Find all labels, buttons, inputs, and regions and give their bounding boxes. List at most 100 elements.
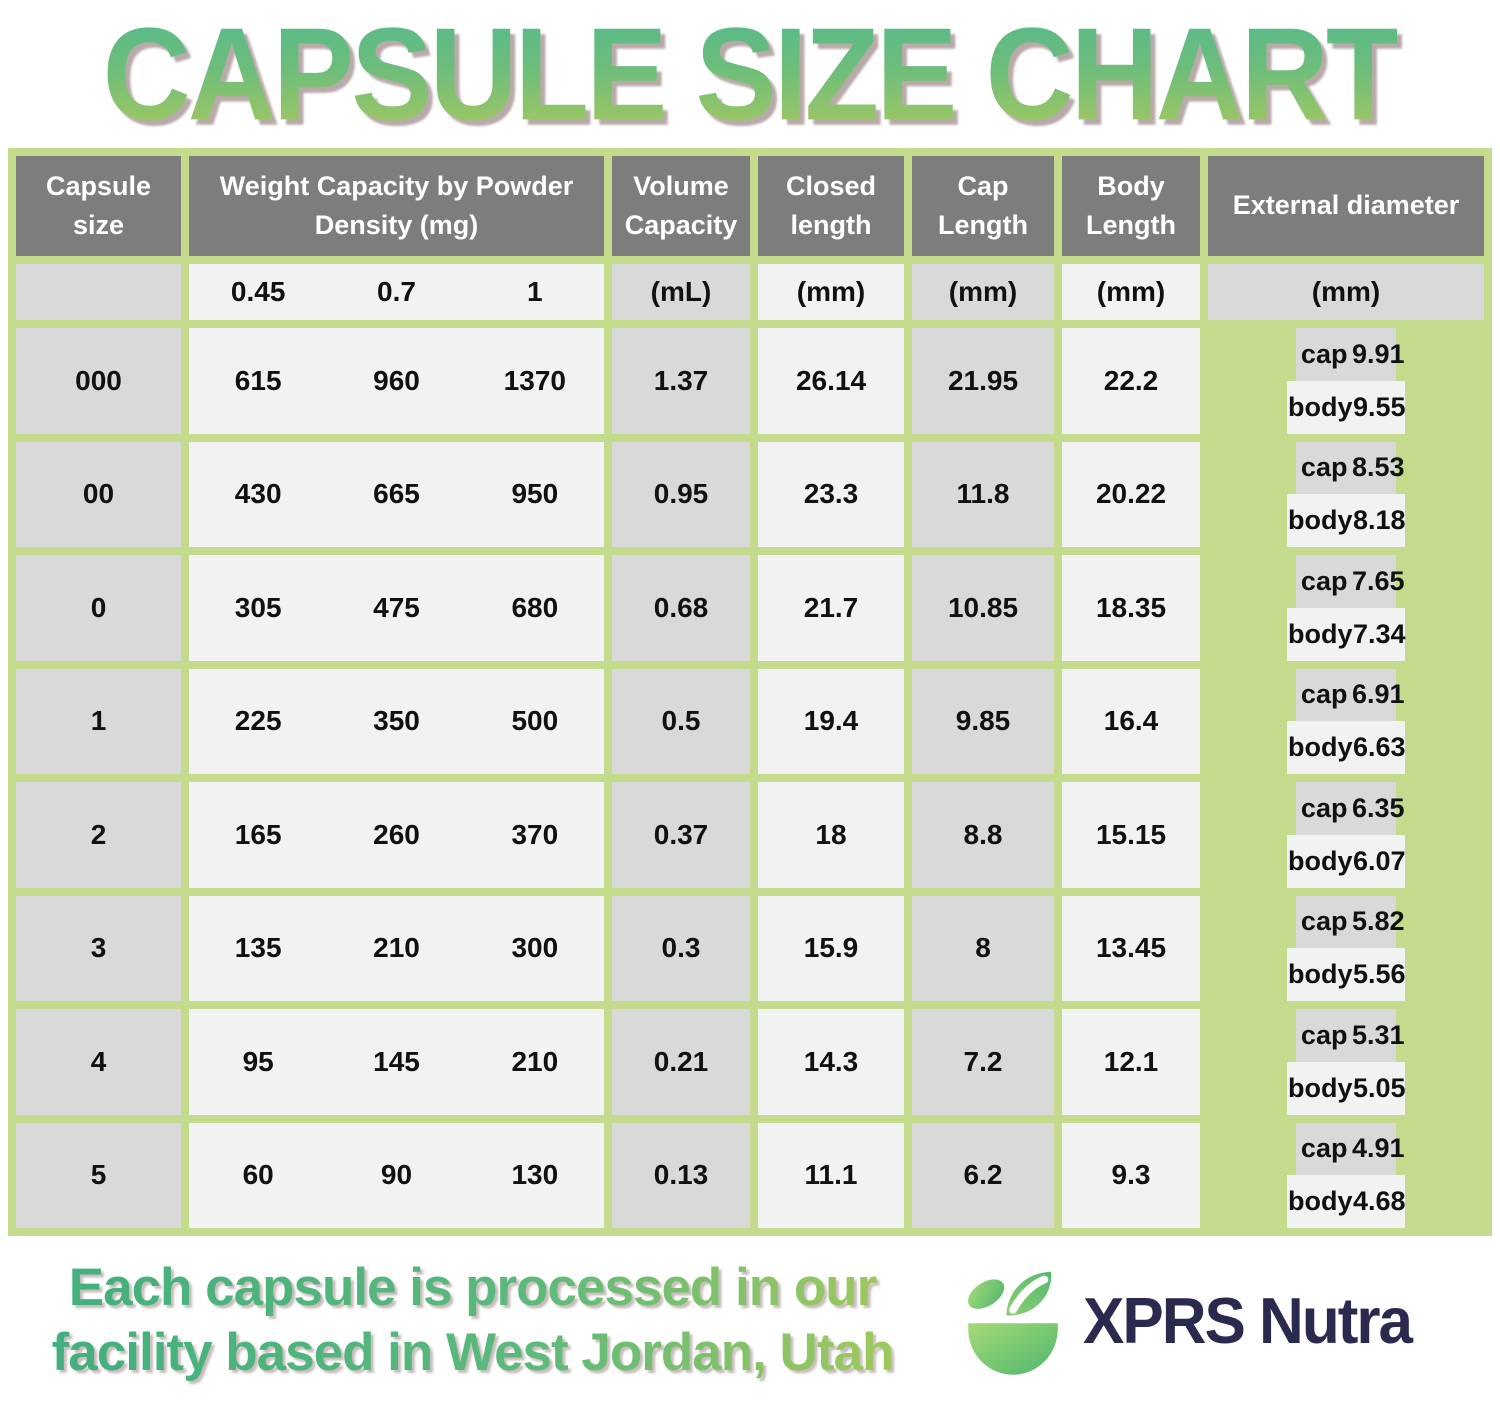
cap-diameter-row: cap 6.35: [1296, 782, 1405, 835]
cap-diameter-value: 5.31: [1351, 1019, 1405, 1050]
body-diameter-row: body 5.05: [1287, 1061, 1406, 1115]
weight-07-value: 210: [373, 932, 420, 964]
weight-07-value: 960: [373, 364, 420, 396]
unit-cap-length: (mm): [912, 264, 1054, 320]
weight-capacity-cell: 225 350 500: [189, 668, 604, 774]
closed-length-value: 21.7: [758, 555, 904, 661]
external-diameter-cell: cap 7.65 body 7.34: [1208, 555, 1484, 661]
weight-1-value: 500: [511, 705, 559, 737]
external-diameter-cell: cap 5.31 body 5.05: [1208, 1009, 1484, 1115]
weight-capacity-cell: 615 960 1370: [189, 328, 604, 434]
subheader-densities: 0.45 0.7 1: [189, 264, 604, 320]
body-length-value: 16.4: [1062, 668, 1200, 774]
body-length-value: 20.22: [1062, 441, 1200, 547]
footer-section: Each capsule is processed in our facilit…: [0, 1241, 1500, 1401]
body-length-value: 22.2: [1062, 328, 1200, 434]
weight-045-value: 305: [234, 591, 282, 623]
capsule-size-value: 0: [16, 555, 181, 661]
external-diameter-cell: cap 5.82 body 5.56: [1208, 895, 1484, 1001]
body-diameter-row: body 7.34: [1287, 607, 1406, 661]
cap-label: cap: [1300, 906, 1348, 937]
external-diameter-cell: cap 4.91 body 4.68: [1208, 1122, 1484, 1228]
weight-045-value: 165: [234, 818, 282, 850]
body-label: body: [1287, 505, 1353, 536]
body-length-value: 18.35: [1062, 555, 1200, 661]
capsule-size-value: 1: [16, 668, 181, 774]
footer-tagline-line2: facility based in West Jordan, Utah: [51, 1323, 894, 1382]
cap-diameter-row: cap 6.91: [1296, 668, 1405, 722]
cap-label: cap: [1300, 792, 1348, 823]
body-diameter-row: body 5.56: [1287, 948, 1406, 1001]
cap-label: cap: [1300, 1133, 1348, 1164]
cap-diameter-row: cap 5.31: [1296, 1009, 1405, 1062]
cap-diameter-value: 7.65: [1351, 565, 1405, 596]
weight-045-value: 225: [234, 705, 282, 737]
bowl-icon: [968, 1323, 1058, 1375]
weight-capacity-cell: 165 260 370: [189, 782, 604, 888]
subheader-empty-cell: [16, 264, 181, 320]
cap-diameter-value: 9.91: [1351, 338, 1405, 369]
body-diameter-row: body 6.07: [1287, 834, 1406, 888]
weight-07-value: 260: [373, 818, 420, 850]
body-length-value: 13.45: [1062, 895, 1200, 1001]
brand-logo: XPRS Nutra: [957, 1262, 1413, 1380]
body-diameter-value: 7.34: [1353, 618, 1406, 649]
body-diameter-row: body 9.55: [1287, 380, 1406, 434]
capsule-size-value: 2: [16, 782, 181, 888]
cap-diameter-row: cap 7.65: [1296, 555, 1405, 608]
weight-1-value: 210: [511, 1045, 559, 1077]
closed-length-value: 15.9: [758, 895, 904, 1001]
weight-1-value: 950: [511, 478, 559, 510]
cap-length-value: 9.85: [912, 668, 1054, 774]
density-07: 0.7: [377, 276, 416, 307]
body-label: body: [1287, 1186, 1353, 1217]
cap-length-value: 21.95: [912, 328, 1054, 434]
body-diameter-row: body 4.68: [1287, 1175, 1406, 1228]
footer-tagline-line1: Each capsule is processed in our: [68, 1258, 877, 1318]
cap-length-value: 8: [912, 895, 1054, 1001]
footer-tagline: Each capsule is processed in our facilit…: [0, 1256, 945, 1385]
volume-value: 0.95: [612, 441, 750, 547]
body-diameter-value: 6.63: [1353, 732, 1406, 763]
unit-closed-length: (mm): [758, 264, 904, 320]
weight-045-value: 430: [234, 478, 282, 510]
body-diameter-value: 4.68: [1353, 1186, 1406, 1217]
weight-1-value: 370: [511, 818, 559, 850]
closed-length-value: 26.14: [758, 328, 904, 434]
cap-diameter-row: cap 4.91: [1296, 1122, 1405, 1176]
cap-diameter-row: cap 9.91: [1296, 328, 1405, 381]
weight-07-value: 350: [373, 705, 420, 737]
weight-07-value: 90: [380, 1159, 413, 1191]
cap-diameter-row: cap 5.82: [1296, 895, 1405, 949]
cap-diameter-value: 6.91: [1351, 679, 1405, 710]
cap-diameter-value: 5.82: [1351, 906, 1405, 937]
closed-length-value: 19.4: [758, 668, 904, 774]
volume-value: 1.37: [612, 328, 750, 434]
weight-045-value: 135: [234, 932, 282, 964]
cap-diameter-value: 8.53: [1351, 452, 1405, 483]
body-diameter-value: 9.55: [1353, 391, 1406, 422]
capsule-size-value: 5: [16, 1122, 181, 1228]
volume-value: 0.21: [612, 1009, 750, 1115]
capsule-size-value: 3: [16, 895, 181, 1001]
body-diameter-row: body 6.63: [1287, 721, 1406, 774]
capsule-size-value: 4: [16, 1009, 181, 1115]
capsule-size-table: Capsule size Weight Capacity by Powder D…: [8, 148, 1492, 1236]
cap-length-value: 10.85: [912, 555, 1054, 661]
cap-label: cap: [1300, 679, 1348, 710]
density-045: 0.45: [230, 276, 286, 307]
header-cap-length: Cap Length: [912, 156, 1054, 256]
weight-capacity-cell: 95 145 210: [189, 1009, 604, 1115]
volume-value: 0.3: [612, 895, 750, 1001]
external-diameter-cell: cap 6.91 body 6.63: [1208, 668, 1484, 774]
body-diameter-value: 5.05: [1353, 1072, 1406, 1103]
cap-length-value: 8.8: [912, 782, 1054, 888]
cap-length-value: 11.8: [912, 441, 1054, 547]
density-1: 1: [527, 276, 543, 307]
cap-label: cap: [1300, 452, 1348, 483]
unit-external-diameter: (mm): [1208, 264, 1484, 320]
leaf-swoosh: [1009, 1275, 1049, 1314]
body-diameter-row: body 8.18: [1287, 494, 1406, 547]
body-label: body: [1287, 732, 1353, 763]
